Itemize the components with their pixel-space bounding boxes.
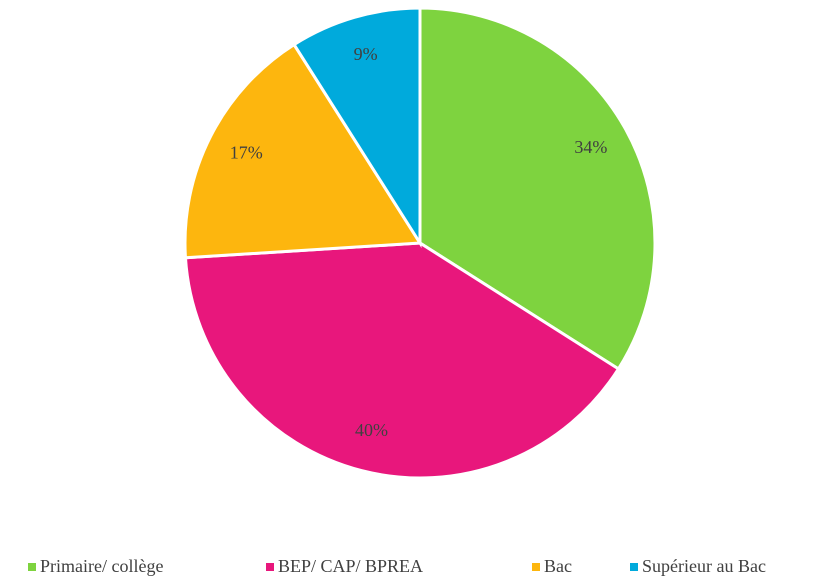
data-label: 17%: [230, 143, 263, 163]
data-label: 34%: [574, 137, 607, 157]
pie-slice: [183, 42, 423, 260]
legend-label: Primaire/ collège: [40, 556, 163, 576]
pie-slice: [292, 6, 422, 249]
legend-swatch: [266, 563, 274, 571]
legend-label: Bac: [544, 556, 572, 576]
legend-swatch: [28, 563, 36, 571]
data-label: 9%: [354, 44, 378, 64]
legend-swatch: [532, 563, 540, 571]
data-label: 40%: [355, 420, 388, 440]
legend-swatch: [630, 563, 638, 571]
pie-slice: [183, 241, 621, 480]
legend-label: Supérieur au Bac: [642, 556, 766, 576]
legend-label: BEP/ CAP/ BPREA: [278, 556, 423, 576]
